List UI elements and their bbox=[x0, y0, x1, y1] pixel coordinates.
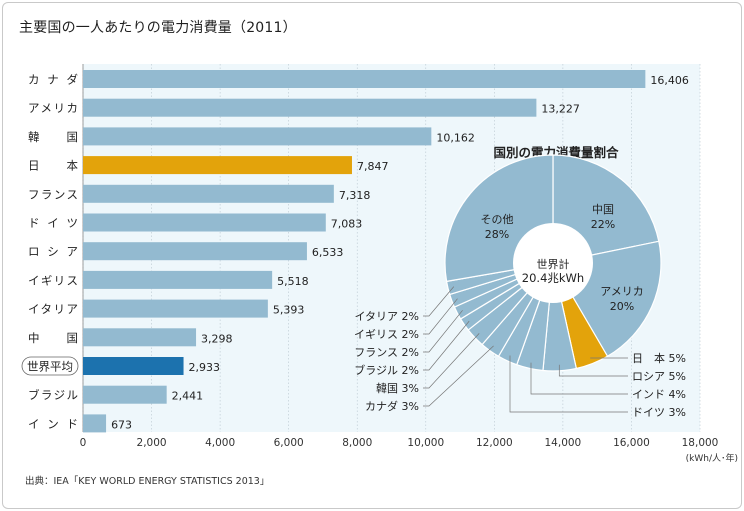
x-tick-label: 6,000 bbox=[274, 437, 304, 449]
x-tick-label: 12,000 bbox=[476, 437, 513, 449]
pie-slice-label: 中国 bbox=[592, 203, 614, 216]
leader-line bbox=[423, 298, 458, 335]
bar-value-label: 13,227 bbox=[541, 103, 580, 116]
leader-line bbox=[423, 286, 455, 317]
bar-value-label: 7,847 bbox=[357, 160, 389, 173]
pie-outside-label: カナダ 3% bbox=[365, 399, 419, 413]
category-label: イタリア bbox=[28, 302, 78, 316]
category-label: 中 国 bbox=[28, 331, 78, 345]
x-tick-label: 4,000 bbox=[205, 437, 235, 449]
bar-value-label: 2,441 bbox=[172, 390, 204, 403]
pie-outside-label: イギリス 2% bbox=[354, 328, 419, 341]
bar bbox=[83, 357, 184, 375]
category-label: イギリス bbox=[28, 273, 78, 287]
leader-line bbox=[423, 320, 470, 371]
pie-outside-label: ドイツ 3% bbox=[632, 406, 686, 419]
bar bbox=[83, 299, 268, 318]
pie-center-label: 世界計 bbox=[537, 257, 570, 271]
bar-value-label: 6,533 bbox=[312, 246, 344, 259]
bar bbox=[83, 213, 326, 232]
leader-line bbox=[558, 364, 628, 377]
x-tick-label: 14,000 bbox=[545, 437, 582, 449]
bar-value-label: 5,518 bbox=[277, 275, 309, 288]
pie-outside-label: ブラジル 2% bbox=[354, 363, 419, 377]
pie-outside-label: 日 本 5% bbox=[632, 351, 686, 365]
bar bbox=[83, 414, 107, 433]
category-label: 世界平均 bbox=[27, 360, 73, 374]
bar bbox=[83, 156, 352, 175]
bar bbox=[83, 98, 537, 117]
category-label: 日 本 bbox=[28, 159, 79, 173]
category-label: ロシア bbox=[28, 245, 78, 259]
x-unit-label: (kWh/人･年) bbox=[686, 452, 738, 464]
x-tick-label: 2,000 bbox=[137, 437, 167, 449]
bar-value-label: 673 bbox=[111, 418, 132, 431]
pie-outside-label: フランス 2% bbox=[354, 346, 419, 359]
bar bbox=[83, 270, 273, 289]
bar-value-label: 7,318 bbox=[339, 189, 371, 202]
bar bbox=[83, 70, 646, 88]
chart-title: 主要国の一人あたりの電力消費量（2011） bbox=[19, 20, 297, 36]
category-label: インド bbox=[28, 417, 78, 431]
pie-slice-label: アメリカ bbox=[600, 285, 643, 298]
bar-value-label: 3,298 bbox=[201, 332, 233, 345]
leader-line bbox=[423, 333, 480, 389]
leader-line bbox=[530, 362, 628, 395]
x-tick-label: 10,000 bbox=[407, 437, 444, 449]
pie-slice-label: その他 bbox=[481, 213, 514, 226]
category-highlight-pill bbox=[21, 356, 79, 376]
category-label: カナダ bbox=[28, 73, 79, 87]
pie-center-value: 20.4兆kWh bbox=[522, 271, 584, 285]
bar bbox=[83, 242, 307, 261]
leader-line bbox=[423, 310, 463, 353]
bar-value-label: 16,406 bbox=[650, 74, 689, 87]
pie-center-hole bbox=[513, 223, 593, 303]
bar bbox=[83, 184, 334, 203]
x-tick-label: 0 bbox=[80, 437, 87, 449]
pie-slice-value: 22% bbox=[591, 218, 615, 231]
pie-slice-value: 28% bbox=[485, 228, 509, 241]
source-note: 出典：IEA「KEY WORLD ENERGY STATISTICS 2013」 bbox=[25, 476, 270, 487]
category-label: 韓 国 bbox=[28, 130, 78, 144]
x-tick-label: 16,000 bbox=[613, 437, 650, 449]
bar-value-label: 7,083 bbox=[331, 218, 363, 231]
category-label: アメリカ bbox=[28, 101, 78, 115]
bar-value-label: 5,393 bbox=[273, 304, 305, 317]
pie-outside-label: インド 4% bbox=[632, 388, 686, 401]
category-label: ブラジル bbox=[28, 388, 78, 402]
x-tick-label: 18,000 bbox=[682, 437, 719, 449]
pie-outside-label: イタリア 2% bbox=[354, 310, 419, 323]
pie-title: 国別の電力消費量割合 bbox=[493, 145, 619, 160]
pie-outside-label: ロシア 5% bbox=[632, 370, 686, 383]
bar-value-label: 2,933 bbox=[189, 361, 221, 374]
leader-line bbox=[423, 345, 494, 407]
bar bbox=[83, 127, 432, 146]
bar bbox=[83, 385, 167, 404]
pie-slice-value: 20% bbox=[610, 300, 634, 313]
bar-value-label: 10,162 bbox=[436, 131, 475, 144]
pie-outside-label: 韓国 3% bbox=[376, 382, 419, 395]
category-label: フランス bbox=[28, 187, 78, 201]
category-label: ドイツ bbox=[28, 216, 78, 230]
x-tick-label: 8,000 bbox=[342, 437, 372, 449]
bar bbox=[83, 328, 197, 347]
leader-line bbox=[509, 355, 628, 413]
